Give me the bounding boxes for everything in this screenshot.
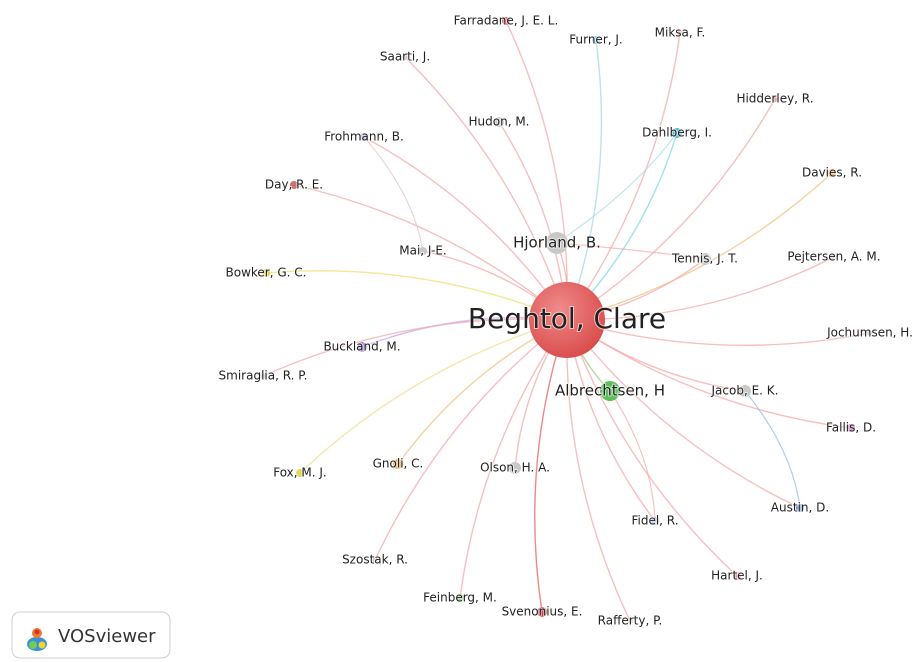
node[interactable] bbox=[546, 232, 568, 254]
node[interactable] bbox=[831, 254, 837, 260]
edge bbox=[566, 319, 871, 346]
node-label: Saarti, J. bbox=[380, 50, 430, 64]
edge bbox=[566, 319, 738, 577]
node[interactable] bbox=[456, 594, 464, 602]
node-label: Beghtol, Clare bbox=[468, 302, 666, 335]
node[interactable] bbox=[847, 424, 855, 432]
node[interactable] bbox=[296, 469, 304, 477]
edge bbox=[566, 39, 603, 321]
node-label: Szostak, R. bbox=[342, 553, 408, 567]
node-label: Tennis, J. T. bbox=[671, 252, 738, 266]
edge bbox=[374, 319, 568, 561]
node[interactable] bbox=[677, 30, 683, 36]
node[interactable] bbox=[672, 128, 682, 138]
node[interactable] bbox=[828, 169, 836, 177]
labels: Beghtol, Clare Hjorland, B. Albrechtsen, H… bbox=[218, 13, 914, 629]
node-label: Mai, J-E. bbox=[399, 244, 447, 258]
node[interactable] bbox=[494, 117, 504, 127]
node[interactable] bbox=[796, 504, 804, 512]
node[interactable] bbox=[357, 342, 367, 352]
edge bbox=[459, 319, 568, 599]
node-label: Jacob, E. K. bbox=[711, 384, 779, 398]
edge bbox=[262, 318, 568, 377]
edge bbox=[556, 132, 678, 244]
edge bbox=[404, 56, 568, 321]
edge bbox=[293, 184, 568, 321]
node[interactable] bbox=[260, 373, 266, 379]
node-label: Fallis, D. bbox=[826, 421, 876, 435]
node-label: Svenonius, E. bbox=[502, 605, 583, 619]
edge bbox=[744, 390, 801, 509]
node-label: Fox, M. J. bbox=[273, 466, 327, 480]
edge bbox=[363, 136, 568, 321]
node[interactable] bbox=[627, 618, 633, 624]
node-label: Davies, R. bbox=[802, 166, 862, 180]
node[interactable] bbox=[290, 181, 298, 189]
node[interactable] bbox=[600, 381, 620, 401]
logo[interactable]: VOSviewer bbox=[11, 611, 171, 659]
node-label: Gnoli, C. bbox=[373, 457, 424, 471]
node[interactable] bbox=[772, 96, 778, 102]
node-label: Dahlberg, I. bbox=[642, 126, 712, 140]
node[interactable] bbox=[733, 572, 741, 580]
node[interactable] bbox=[419, 247, 427, 255]
node-label: Miksa, F. bbox=[655, 26, 706, 40]
edge bbox=[505, 20, 569, 321]
node[interactable] bbox=[372, 557, 378, 563]
node[interactable] bbox=[537, 607, 547, 617]
node-label: Furner, J. bbox=[569, 33, 622, 47]
node[interactable] bbox=[529, 282, 605, 358]
edge bbox=[299, 319, 568, 474]
node[interactable] bbox=[360, 133, 368, 141]
logo-icon bbox=[27, 628, 47, 651]
node-label: Hudon, M. bbox=[469, 115, 530, 129]
node-label: Hjorland, B. bbox=[513, 234, 601, 252]
node[interactable] bbox=[651, 517, 659, 525]
edge bbox=[566, 319, 801, 509]
node-label: Smiraglia, R. P. bbox=[219, 369, 308, 383]
node[interactable] bbox=[393, 459, 403, 469]
edge bbox=[363, 136, 424, 252]
node[interactable] bbox=[699, 253, 711, 265]
node-label: Austin, D. bbox=[771, 501, 829, 515]
logo-text: VOSviewer bbox=[58, 626, 156, 647]
node[interactable] bbox=[509, 462, 521, 474]
node-label: Jochumsen, H. bbox=[826, 326, 913, 340]
node[interactable] bbox=[592, 36, 600, 44]
node-label: Buckland, M. bbox=[323, 340, 400, 354]
node-label: Frohmann, B. bbox=[324, 130, 404, 144]
edge bbox=[534, 319, 568, 613]
node-label: Albrechtsen, H bbox=[555, 382, 665, 400]
node[interactable] bbox=[502, 17, 510, 25]
node-label: Hidderley, R. bbox=[736, 92, 813, 106]
node[interactable] bbox=[402, 54, 408, 60]
node[interactable] bbox=[867, 330, 873, 336]
node-label: Olson, H. A. bbox=[480, 461, 550, 475]
node-label: Pejtersen, A. M. bbox=[787, 250, 880, 264]
node-label: Fidel, R. bbox=[631, 514, 678, 528]
node[interactable] bbox=[262, 269, 270, 277]
edge bbox=[566, 319, 852, 429]
node-label: Feinberg, M. bbox=[423, 591, 497, 605]
node-label: Rafferty, P. bbox=[598, 614, 663, 628]
edge bbox=[265, 270, 568, 321]
node-label: Farradane, J. E. L. bbox=[454, 14, 559, 28]
logo-box[interactable] bbox=[11, 611, 171, 659]
edge bbox=[566, 172, 833, 321]
node-label: Day, R. E. bbox=[265, 178, 323, 192]
node[interactable] bbox=[739, 385, 751, 397]
node-label: Bowker, G. C. bbox=[226, 266, 307, 280]
edge bbox=[566, 319, 631, 622]
edges bbox=[262, 20, 871, 622]
edge bbox=[566, 98, 776, 321]
edge bbox=[566, 32, 681, 321]
nodes bbox=[260, 17, 873, 624]
node-label: Hartel, J. bbox=[711, 569, 763, 583]
edge bbox=[556, 242, 706, 260]
edge bbox=[609, 390, 656, 522]
